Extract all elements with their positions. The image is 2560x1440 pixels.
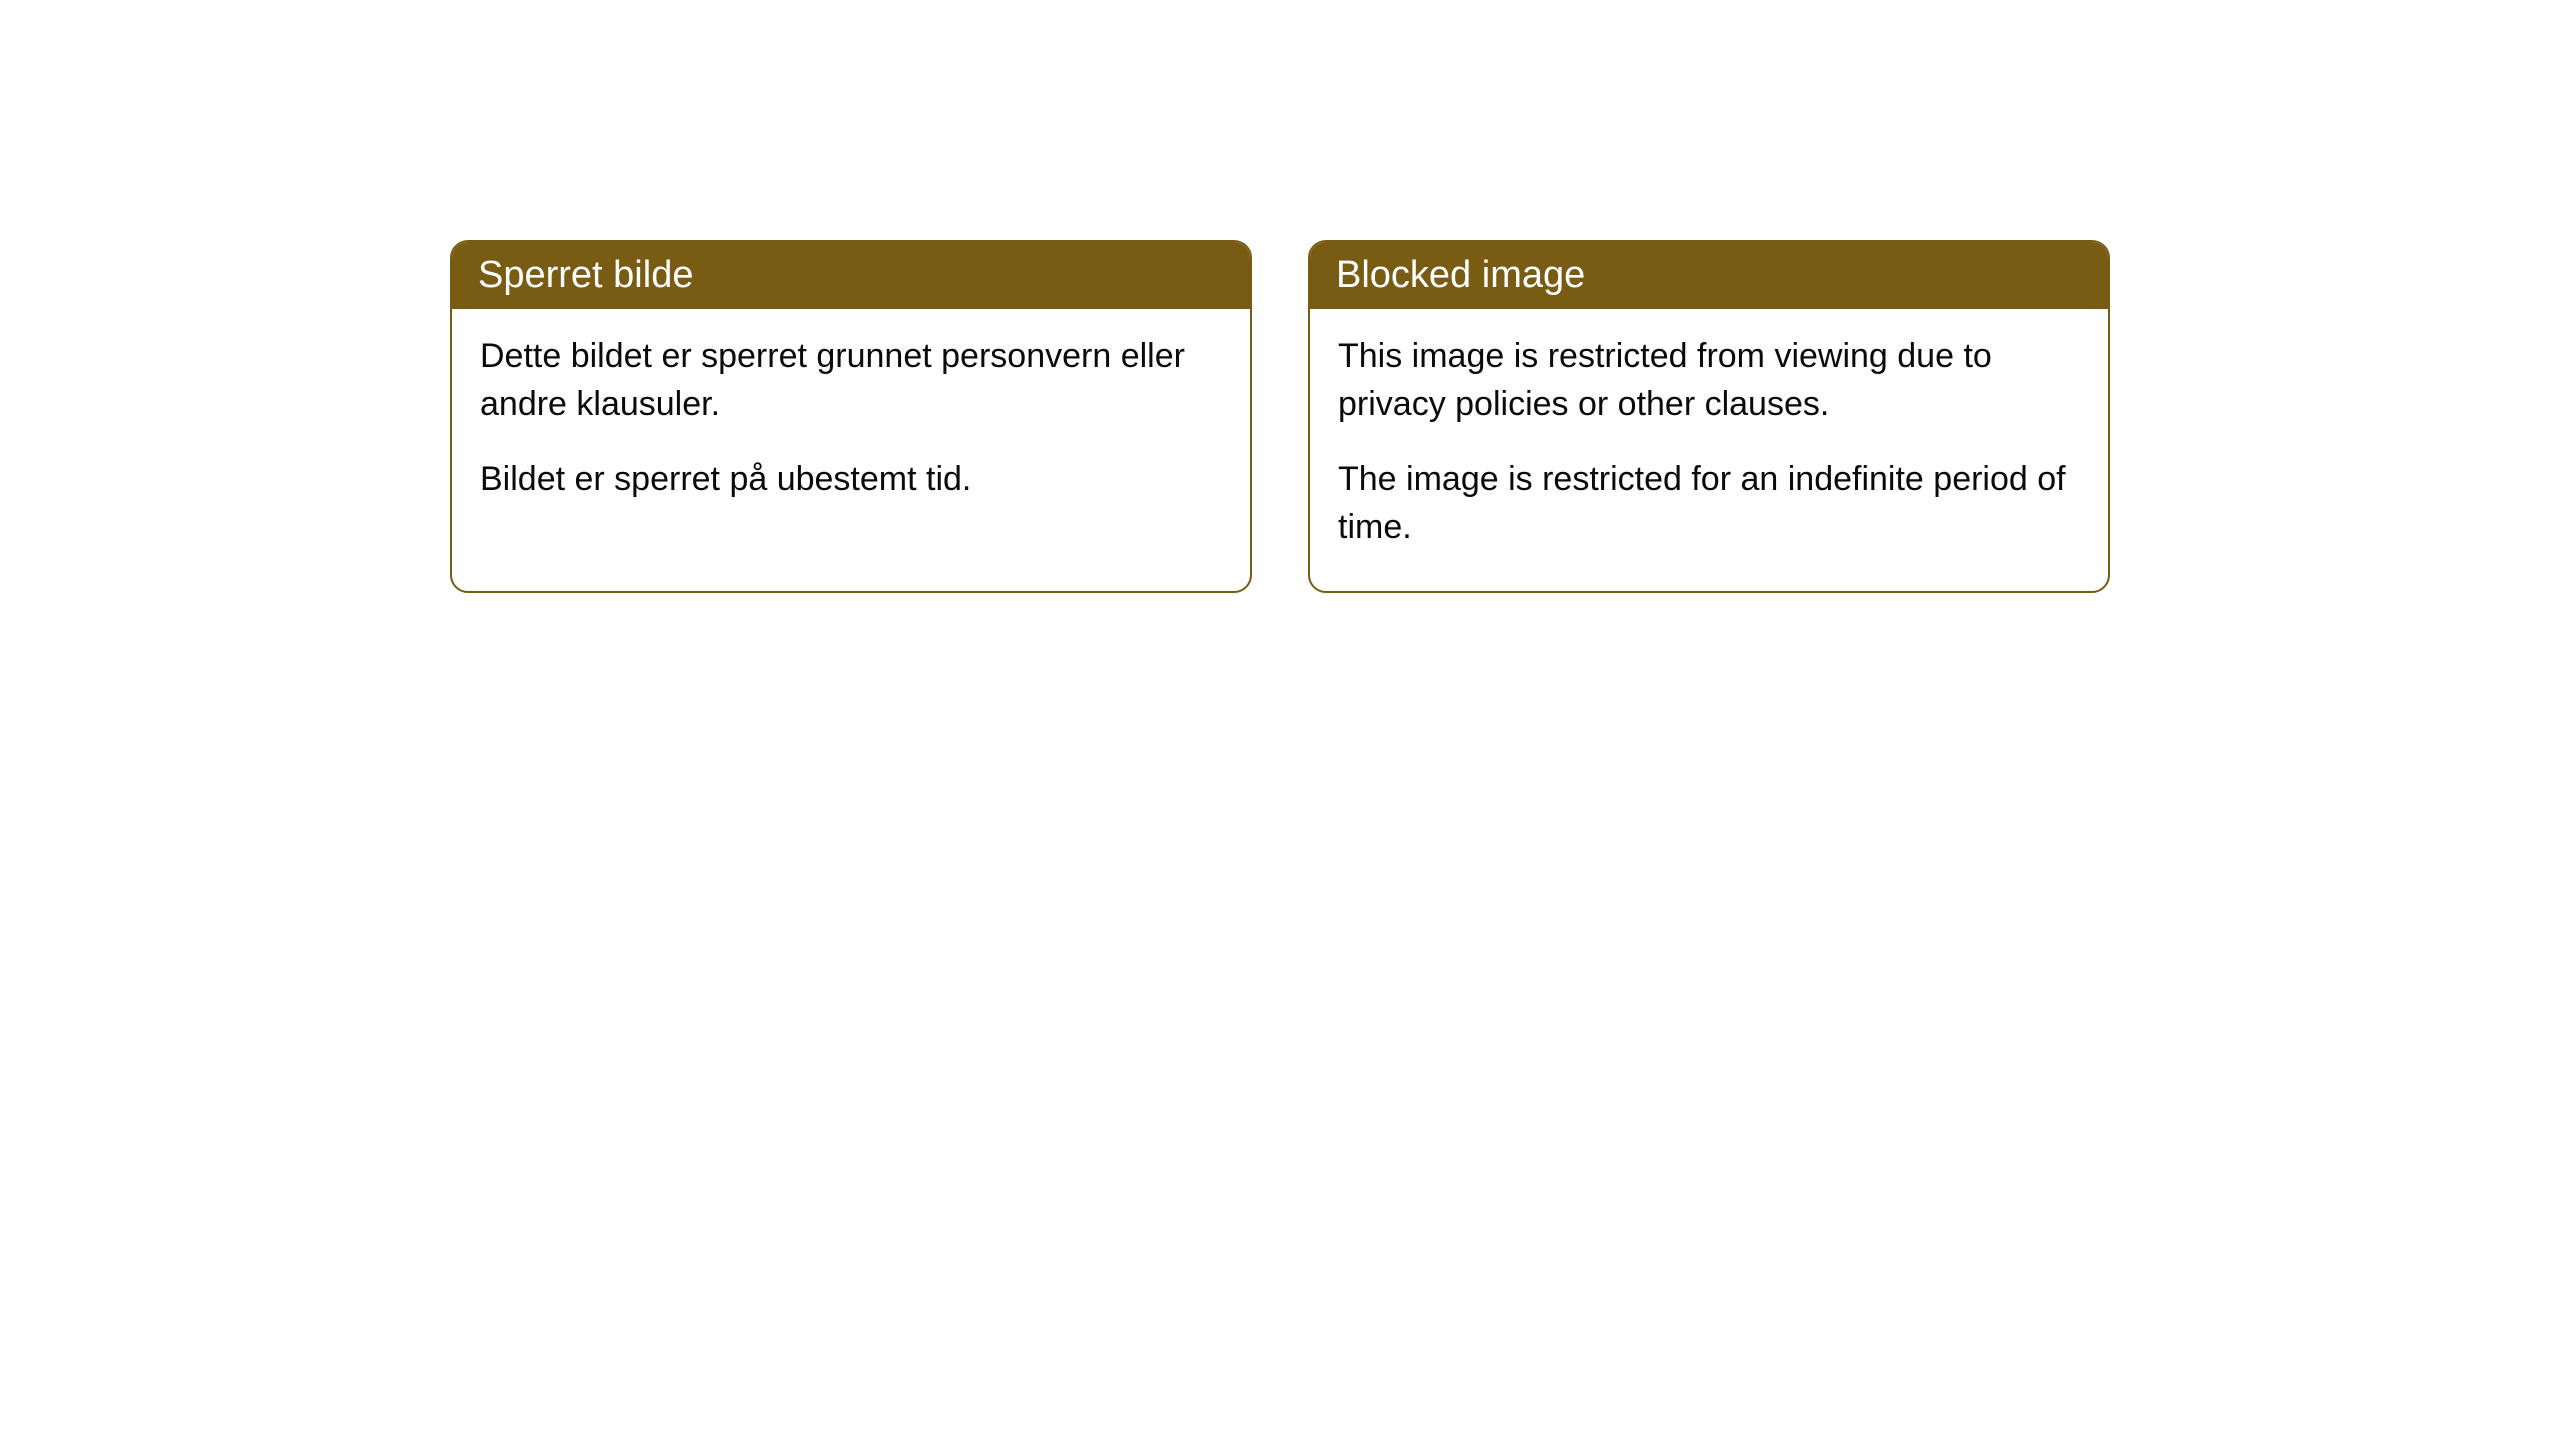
card-paragraph: Dette bildet er sperret grunnet personve… [480,333,1222,428]
notice-card-english: Blocked image This image is restricted f… [1308,240,2110,593]
card-paragraph: The image is restricted for an indefinit… [1338,456,2080,551]
card-body-english: This image is restricted from viewing du… [1310,309,2108,591]
card-paragraph: Bildet er sperret på ubestemt tid. [480,456,1222,504]
card-paragraph: This image is restricted from viewing du… [1338,333,2080,428]
card-title: Sperret bilde [478,254,693,296]
card-header-norwegian: Sperret bilde [452,242,1250,309]
card-body-norwegian: Dette bildet er sperret grunnet personve… [452,309,1250,544]
card-header-english: Blocked image [1310,242,2108,309]
notice-card-norwegian: Sperret bilde Dette bildet er sperret gr… [450,240,1252,593]
notice-cards-container: Sperret bilde Dette bildet er sperret gr… [450,240,2110,593]
card-title: Blocked image [1336,254,1585,296]
